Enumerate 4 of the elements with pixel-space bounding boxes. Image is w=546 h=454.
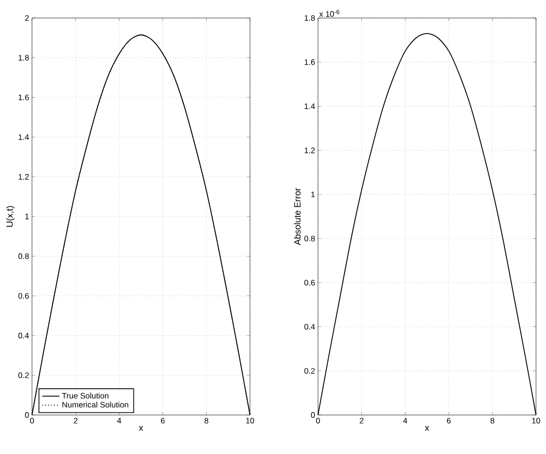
y-axis-title: Absolute Error: [294, 188, 301, 246]
y-axis-title: U(x,t): [6, 206, 15, 227]
x-axis-title: x: [138, 426, 144, 431]
x-axis-title: x: [424, 426, 430, 431]
